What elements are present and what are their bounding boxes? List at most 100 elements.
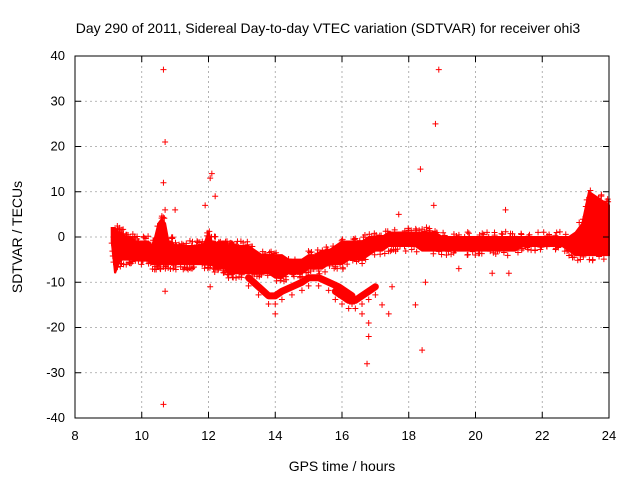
band-edge-point bbox=[472, 252, 479, 259]
band-edge-point bbox=[419, 226, 426, 233]
band-edge-point bbox=[108, 240, 115, 247]
band-edge-point bbox=[361, 232, 368, 239]
band-edge-point bbox=[524, 244, 531, 251]
band-edge-point bbox=[526, 231, 533, 238]
outlier-point bbox=[435, 66, 442, 73]
band-edge-point bbox=[519, 245, 526, 252]
band-edge-point bbox=[552, 232, 559, 239]
band-edge-point bbox=[484, 229, 491, 236]
band-edge-point bbox=[502, 228, 509, 235]
outlier-point bbox=[364, 360, 371, 367]
band-edge-point bbox=[337, 261, 344, 268]
band-edge-point bbox=[319, 247, 326, 254]
band-edge-point bbox=[465, 230, 472, 237]
band-edge-point bbox=[435, 248, 442, 255]
band-edge-point bbox=[240, 239, 247, 246]
outlier-point bbox=[455, 265, 462, 272]
outlier-point bbox=[502, 206, 509, 213]
band-edge-point bbox=[123, 261, 130, 268]
band-edge-point bbox=[329, 261, 336, 268]
band-edge-point bbox=[535, 229, 542, 236]
arc-point bbox=[325, 287, 332, 294]
band-edge-point bbox=[413, 248, 420, 255]
band-edge-point bbox=[448, 251, 455, 258]
x-tick-label: 16 bbox=[335, 428, 349, 443]
band-edge-point bbox=[172, 239, 179, 246]
band-edge-point bbox=[579, 216, 586, 223]
band-edge-point bbox=[589, 257, 596, 264]
x-tick-label: 14 bbox=[268, 428, 282, 443]
band-edge-point bbox=[261, 251, 268, 258]
band-edge-point bbox=[142, 235, 149, 242]
arc-point bbox=[255, 291, 262, 298]
y-tick-label: 40 bbox=[51, 48, 65, 63]
y-tick-label: -10 bbox=[46, 274, 65, 289]
band-edge-point bbox=[562, 231, 569, 238]
outlier-point bbox=[412, 301, 419, 308]
y-tick-label: -30 bbox=[46, 365, 65, 380]
arc-trace bbox=[331, 283, 379, 304]
y-tick-label: 0 bbox=[58, 229, 65, 244]
band-edge-point bbox=[583, 196, 590, 203]
band-edge-point bbox=[212, 233, 219, 240]
band-edge-point bbox=[391, 226, 398, 233]
arc-point bbox=[372, 291, 379, 298]
band-edge-point bbox=[492, 250, 499, 257]
band-edge-point bbox=[340, 265, 347, 272]
band-edge-point bbox=[587, 187, 594, 194]
band-edge-point bbox=[487, 248, 494, 255]
arc-point bbox=[332, 296, 339, 303]
x-tick-label: 20 bbox=[468, 428, 482, 443]
band-edge-point bbox=[120, 230, 127, 237]
band-edge-point bbox=[412, 225, 419, 232]
outlier-point bbox=[160, 401, 167, 408]
band-edge-point bbox=[264, 272, 271, 279]
band-edge-point bbox=[452, 247, 459, 254]
outlier-point bbox=[208, 170, 215, 177]
outlier-point bbox=[162, 288, 169, 295]
band-edge-point bbox=[496, 247, 503, 254]
band-edge-point bbox=[268, 251, 275, 258]
band-edge-point bbox=[244, 241, 251, 248]
x-axis-label: GPS time / hours bbox=[289, 458, 396, 474]
band-edge-point bbox=[565, 247, 572, 254]
outlier-point bbox=[202, 202, 209, 209]
arc-point bbox=[278, 296, 285, 303]
band-edge-point bbox=[440, 229, 447, 236]
band-edge-point bbox=[183, 240, 190, 247]
outlier-point bbox=[395, 211, 402, 218]
band-edge-point bbox=[500, 249, 507, 256]
band-edge-point bbox=[206, 228, 213, 235]
band-edge-point bbox=[344, 261, 351, 268]
band-edge-point bbox=[190, 264, 197, 271]
x-tick-label: 18 bbox=[402, 428, 416, 443]
band-edge-point bbox=[228, 271, 235, 278]
band-edge-point bbox=[280, 278, 287, 285]
band-edge-point bbox=[225, 271, 232, 278]
band-edge-point bbox=[109, 253, 116, 260]
outlier-point bbox=[207, 283, 214, 290]
band-edge-point bbox=[582, 203, 589, 210]
band-edge-point bbox=[553, 229, 560, 236]
band-edge-point bbox=[564, 248, 571, 255]
band-edge-point bbox=[416, 227, 423, 234]
band-edge-point bbox=[408, 246, 415, 253]
band-edge-point bbox=[118, 226, 125, 233]
arc-point bbox=[245, 282, 252, 289]
band-edge-point bbox=[176, 243, 183, 250]
band-edge-point bbox=[217, 240, 224, 247]
x-tick-label: 24 bbox=[602, 428, 616, 443]
band-edge-point bbox=[188, 242, 195, 249]
band-edge-point bbox=[540, 229, 547, 236]
outlier-point bbox=[365, 333, 372, 340]
band-edge-point bbox=[114, 264, 121, 271]
band-edge-point bbox=[282, 273, 289, 280]
band-edge-point bbox=[595, 194, 602, 201]
outlier-point bbox=[417, 166, 424, 173]
arc-point bbox=[272, 300, 279, 307]
band-edge-point bbox=[157, 265, 164, 272]
y-tick-label: -20 bbox=[46, 320, 65, 335]
band-edge-point bbox=[117, 263, 124, 270]
band-edge-point bbox=[167, 266, 174, 273]
band-edge-point bbox=[491, 232, 498, 239]
